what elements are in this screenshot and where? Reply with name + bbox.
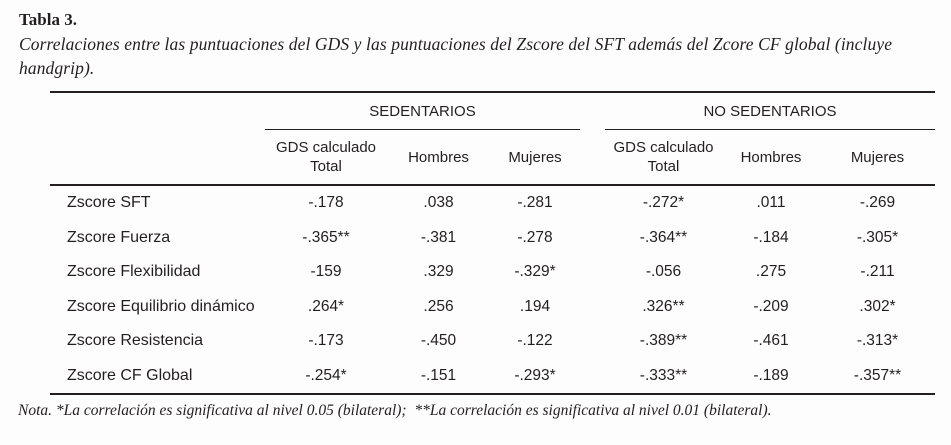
column-header-hombres-sed: Hombres bbox=[387, 129, 490, 186]
value-cell: .256 bbox=[423, 297, 454, 315]
value-cell: -.122 bbox=[517, 332, 553, 350]
value-cell: .275 bbox=[755, 263, 787, 281]
value-cell: -159 bbox=[310, 263, 342, 281]
table-row-zscore-resistencia: Zscore Resistencia -.173 -.450 -.122 -.3… bbox=[50, 324, 935, 359]
column-header-hombres-nosed: Hombres bbox=[722, 129, 820, 186]
value-cell: .194 bbox=[519, 297, 551, 315]
table-caption: Tabla 3. Correlaciones entre las puntuac… bbox=[19, 8, 935, 80]
corner-cell bbox=[50, 129, 265, 186]
value-cell: -.254* bbox=[265, 358, 387, 395]
value-cell: -.211 bbox=[860, 263, 895, 281]
row-label: Zscore CF Global bbox=[50, 358, 265, 395]
value-cell: -.305* bbox=[856, 228, 899, 246]
group-spacer bbox=[580, 129, 605, 186]
row-label: Zscore Resistencia bbox=[67, 332, 204, 350]
group-header-no-sedentarios: NO SEDENTARIOS bbox=[605, 91, 935, 130]
value-cell: -.184 bbox=[753, 228, 789, 246]
group-spacer bbox=[580, 185, 605, 221]
value-cell: -.269 bbox=[859, 194, 896, 212]
value-cell: .264* bbox=[307, 297, 345, 315]
value-cell: .302* bbox=[859, 297, 896, 315]
value-cell: -.293* bbox=[490, 358, 580, 395]
table-title: Tabla 3. bbox=[19, 10, 77, 29]
table-row-zscore-fuerza: Zscore Fuerza -.365** -.381 -.278 -.364*… bbox=[50, 221, 935, 256]
value-cell: -.313* bbox=[856, 332, 899, 350]
value-cell: -.189 bbox=[722, 358, 820, 395]
value-cell: -.333** bbox=[605, 358, 722, 395]
value-cell: -.281 bbox=[517, 194, 553, 212]
value-cell: -.209 bbox=[753, 297, 789, 315]
column-header-gds-total-sed: GDS calculado Total bbox=[265, 129, 387, 186]
correlation-table: SEDENTARIOS NO SEDENTARIOS GDS calculado… bbox=[50, 91, 935, 395]
column-header-gds-total-nosed: GDS calculado Total bbox=[605, 129, 722, 186]
value-cell: -.178 bbox=[308, 194, 344, 212]
row-label: Zscore Flexibilidad bbox=[67, 263, 201, 281]
value-cell: -.056 bbox=[645, 263, 682, 281]
table-note: Nota. *La correlación es significativa a… bbox=[18, 402, 772, 419]
row-label: Zscore Fuerza bbox=[67, 228, 171, 246]
table-row-zscore-cf-global: Zscore CF Global -.254* -.151 -.293* -.3… bbox=[50, 358, 935, 395]
value-cell: -.272* bbox=[642, 194, 685, 212]
value-cell: -.357** bbox=[820, 358, 935, 395]
group-spacer bbox=[580, 324, 605, 359]
group-header-sedentarios: SEDENTARIOS bbox=[265, 91, 580, 130]
value-cell: .038 bbox=[423, 194, 454, 212]
group-spacer bbox=[580, 290, 605, 325]
value-cell: -.389** bbox=[639, 332, 688, 350]
value-cell: -.365** bbox=[302, 228, 350, 246]
value-cell: -.329* bbox=[514, 263, 556, 281]
table-row-zscore-sft: Zscore SFT -.178 .038 -.281 -.272* .011 … bbox=[50, 185, 935, 221]
table-row-zscore-flexibilidad: Zscore Flexibilidad -159 .329 -.329* -.0… bbox=[50, 255, 935, 290]
value-cell: -.173 bbox=[308, 332, 344, 350]
group-spacer bbox=[580, 358, 605, 395]
row-label: Zscore SFT bbox=[67, 194, 151, 212]
table-row-zscore-equilibrio: Zscore Equilibrio dinámico .264* .256 .1… bbox=[50, 290, 935, 325]
table-subtitle: Correlaciones entre las puntuaciones del… bbox=[19, 34, 893, 78]
column-header-mujeres-nosed: Mujeres bbox=[820, 129, 935, 186]
value-cell: -.461 bbox=[753, 332, 789, 350]
row-label: Zscore Equilibrio dinámico bbox=[67, 297, 255, 315]
group-spacer bbox=[580, 255, 605, 290]
column-header-row: GDS calculado Total Hombres Mujeres GDS … bbox=[50, 129, 935, 186]
corner-cell bbox=[50, 91, 265, 130]
group-spacer bbox=[580, 221, 605, 256]
group-header-row: SEDENTARIOS NO SEDENTARIOS bbox=[50, 91, 935, 130]
value-cell: -.450 bbox=[420, 332, 457, 350]
value-cell: .329 bbox=[423, 263, 454, 281]
group-spacer bbox=[580, 91, 605, 130]
value-cell: .326** bbox=[642, 297, 685, 315]
value-cell: -.364** bbox=[639, 228, 688, 246]
value-cell: .011 bbox=[756, 194, 786, 212]
value-cell: -.151 bbox=[387, 358, 490, 395]
value-cell: -.381 bbox=[420, 228, 457, 246]
value-cell: -.278 bbox=[517, 228, 553, 246]
column-header-mujeres-sed: Mujeres bbox=[490, 129, 580, 186]
